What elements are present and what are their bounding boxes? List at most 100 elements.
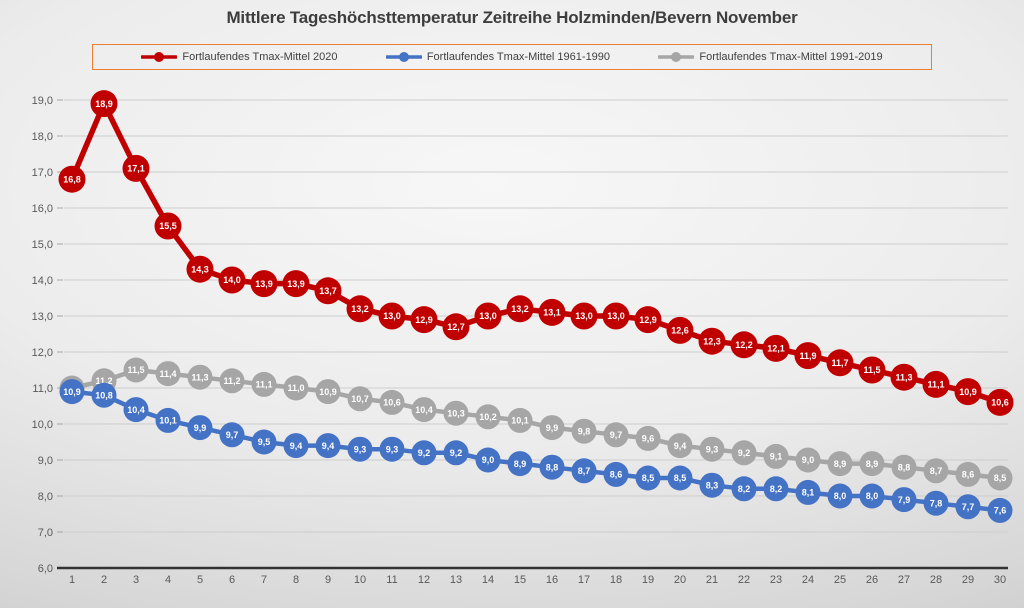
x-axis-label: 26 [866, 574, 878, 586]
data-point-marker [955, 461, 981, 487]
data-point-label: 10,4 [127, 405, 145, 415]
data-point-label: 8,6 [610, 470, 623, 480]
x-axis-label: 13 [450, 574, 462, 586]
data-point-label: 8,9 [514, 459, 527, 469]
data-point-marker [346, 295, 374, 323]
data-point-label: 8,0 [866, 491, 879, 501]
data-point-label: 10,3 [447, 408, 465, 418]
data-point-label: 9,2 [738, 448, 751, 458]
line-marker-icon [141, 52, 178, 62]
data-point-label: 8,1 [802, 488, 815, 498]
data-point-marker [475, 404, 501, 430]
data-point-marker [666, 316, 694, 344]
data-point-label: 10,2 [479, 412, 497, 422]
data-point-marker [603, 461, 629, 487]
data-point-marker [634, 306, 662, 334]
data-point-marker [635, 465, 661, 491]
data-point-label: 12,6 [671, 326, 689, 336]
data-point-marker [379, 436, 405, 462]
data-point-label: 17,1 [127, 164, 145, 174]
data-point-marker [539, 415, 565, 441]
legend-label-1991-2019: Fortlaufendes Tmax-Mittel 1991-2019 [699, 51, 883, 63]
data-point-label: 10,1 [511, 416, 529, 426]
x-axis-label: 25 [834, 574, 846, 586]
data-point-label: 12,9 [415, 315, 433, 325]
data-point-marker [602, 302, 630, 330]
data-point-label: 9,0 [482, 455, 495, 465]
y-axis-label: 10,0 [32, 419, 53, 431]
data-point-marker [474, 302, 502, 330]
data-point-marker [475, 447, 501, 473]
data-point-label: 9,4 [322, 441, 335, 451]
data-point-label: 8,8 [546, 462, 559, 472]
data-point-label: 11,5 [127, 365, 144, 375]
x-axis-label: 6 [229, 574, 235, 586]
data-point-label: 7,8 [930, 498, 943, 508]
data-point-label: 10,9 [319, 387, 337, 397]
data-point-marker [315, 433, 341, 459]
data-point-marker [219, 422, 245, 448]
data-point-marker [282, 270, 310, 298]
legend-item-1961-1990: Fortlaufendes Tmax-Mittel 1961-1990 [385, 51, 611, 63]
data-point-label: 13,9 [287, 279, 305, 289]
data-point-marker [283, 433, 309, 459]
data-point-marker [251, 429, 277, 455]
data-point-label: 10,7 [351, 394, 369, 404]
y-axis-label: 17,0 [32, 167, 53, 179]
x-axis-label: 9 [325, 574, 331, 586]
data-point-marker [795, 447, 821, 473]
data-point-marker [955, 494, 981, 520]
y-axis-label: 8,0 [38, 491, 53, 503]
data-point-label: 13,1 [543, 308, 561, 318]
data-point-marker [762, 334, 790, 362]
data-point-label: 14,0 [223, 275, 241, 285]
x-axis-label: 27 [898, 574, 910, 586]
data-point-label: 13,9 [255, 279, 273, 289]
data-point-label: 11,1 [927, 380, 944, 390]
data-point-label: 11,7 [831, 358, 848, 368]
legend-item-2020: Fortlaufendes Tmax-Mittel 2020 [141, 51, 337, 63]
data-point-marker [59, 379, 85, 405]
data-point-label: 11,1 [255, 380, 272, 390]
data-point-marker [794, 342, 822, 370]
data-point-label: 9,8 [578, 426, 591, 436]
data-point-label: 13,2 [351, 304, 369, 314]
data-point-marker [155, 407, 181, 433]
x-axis-label: 19 [642, 574, 654, 586]
data-point-marker [635, 425, 661, 451]
data-point-marker [410, 306, 438, 334]
data-point-label: 10,8 [95, 390, 113, 400]
legend-item-1991-2019: Fortlaufendes Tmax-Mittel 1991-2019 [658, 51, 883, 63]
data-point-label: 13,0 [479, 311, 497, 321]
data-point-marker [218, 266, 246, 294]
data-point-label: 8,2 [738, 484, 751, 494]
data-point-marker [603, 422, 629, 448]
data-point-marker [122, 154, 150, 182]
data-point-marker [443, 400, 469, 426]
data-point-label: 9,3 [386, 444, 399, 454]
data-point-label: 9,5 [258, 437, 271, 447]
data-point-label: 10,6 [991, 398, 1009, 408]
y-axis-label: 15,0 [32, 239, 53, 251]
data-point-marker [123, 357, 149, 383]
data-point-label: 9,4 [674, 441, 687, 451]
data-point-label: 9,1 [770, 452, 783, 462]
series-line [69, 100, 1003, 406]
data-point-label: 9,7 [610, 430, 623, 440]
y-axis-label: 9,0 [38, 455, 53, 467]
data-point-label: 9,9 [546, 423, 559, 433]
data-point-label: 13,2 [511, 304, 529, 314]
data-point-marker [411, 440, 437, 466]
data-point-marker [90, 90, 118, 118]
data-point-marker [891, 454, 917, 480]
data-point-label: 9,2 [450, 448, 463, 458]
legend-label-1961-1990: Fortlaufendes Tmax-Mittel 1961-1990 [426, 51, 611, 63]
data-point-label: 8,5 [674, 473, 687, 483]
data-point-label: 8,9 [834, 459, 847, 469]
data-point-marker [347, 436, 373, 462]
data-point-label: 8,0 [834, 491, 847, 501]
data-point-label: 16,8 [63, 174, 81, 184]
data-point-marker [698, 327, 726, 355]
data-point-marker [219, 368, 245, 394]
data-point-label: 9,6 [642, 434, 655, 444]
